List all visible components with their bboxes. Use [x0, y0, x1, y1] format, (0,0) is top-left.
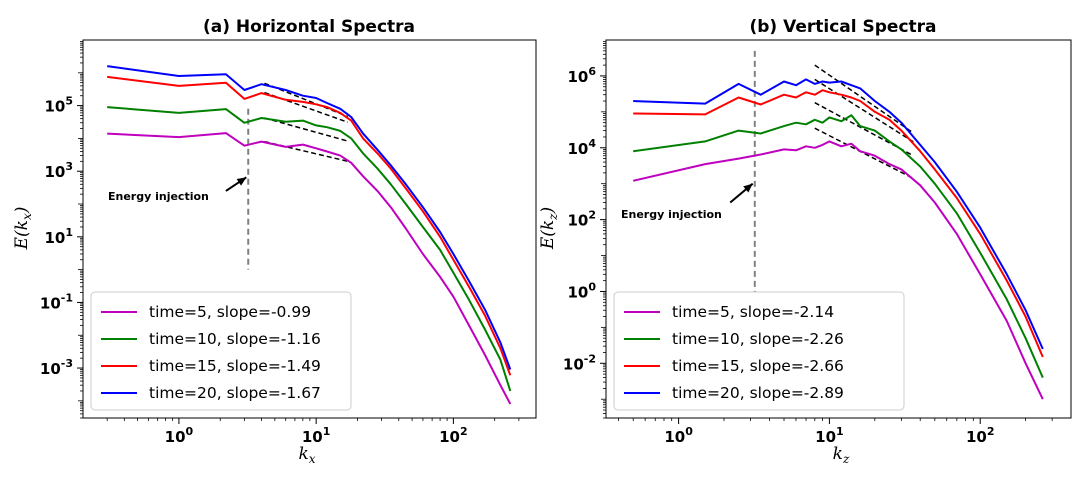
legend-entry: time=15, slope=-1.49	[149, 357, 321, 375]
legend-box	[613, 291, 905, 411]
series-line-4	[107, 65, 512, 370]
y-axis-label: E(kx)	[12, 207, 34, 251]
x-tick-label: 101	[302, 425, 331, 446]
slope-fit-line-2	[814, 102, 914, 157]
legend-entry: time=10, slope=-1.16	[149, 330, 321, 348]
panel-vertical-spectra: (b) Vertical Spectra 100 101 102 10-210010…	[538, 17, 1072, 466]
x-tick-label: 102	[439, 425, 468, 446]
slope-fit-line-3	[814, 78, 914, 143]
series-line-2	[107, 106, 512, 392]
slope-fit-lines	[814, 64, 914, 180]
slope-fit-line-4	[814, 64, 914, 134]
legend-entry: time=20, slope=-2.89	[672, 384, 844, 402]
annotation-text: Energy injection	[108, 190, 209, 203]
y-tick-label: 102	[567, 209, 596, 230]
series-line-1	[107, 132, 512, 405]
series-line-3	[633, 89, 1044, 358]
series-lines	[107, 65, 512, 405]
annotation-arrow-head	[236, 177, 247, 186]
annotation-text: Energy injection	[621, 208, 722, 221]
series-line-3	[107, 75, 512, 376]
legend-entry: time=5, slope=-2.14	[672, 303, 834, 321]
legend: time=5, slope=-2.14 time=10, slope=-2.26 t…	[613, 291, 905, 411]
x-axis-ticks: 100 101 102	[618, 418, 1053, 446]
slope-fit-line-1	[814, 127, 914, 180]
y-tick-label: 103	[44, 160, 73, 181]
y-axis-ticks: 10-2 100 102 104 106	[563, 41, 606, 419]
x-axis-label-text: kx	[298, 444, 315, 466]
y-tick-label: 10-3	[40, 357, 73, 378]
y-tick-label: 100	[567, 280, 596, 301]
x-tick-label: 100	[165, 425, 194, 446]
legend-entry: time=20, slope=-1.67	[149, 384, 321, 402]
energy-injection-annotation: Energy injection	[621, 182, 754, 221]
plot-frame	[605, 39, 1072, 419]
energy-injection-annotation: Energy injection	[108, 176, 247, 203]
x-axis-label: kz	[833, 444, 850, 466]
legend-box	[90, 291, 352, 411]
x-tick-label: 101	[815, 425, 844, 446]
x-axis-ticks: 100 101 102	[106, 418, 520, 446]
slope-fit-line-2	[264, 117, 348, 142]
series-line-1	[632, 140, 1044, 400]
legend-entry: time=5, slope=-0.99	[149, 303, 311, 321]
y-axis-label-text: E(kx)	[12, 207, 34, 251]
series-line-2	[633, 114, 1044, 379]
y-axis-label-text: E(kz)	[538, 207, 560, 250]
legend: time=5, slope=-0.99 time=10, slope=-1.16 t…	[90, 291, 352, 411]
slope-fit-line-3	[264, 91, 349, 123]
x-tick-label: 102	[966, 425, 995, 446]
slope-fit-line-1	[264, 140, 348, 163]
series-line-4	[633, 78, 1044, 350]
series-lines	[632, 78, 1044, 400]
chart-title: (a) Horizontal Spectra	[203, 17, 415, 37]
x-axis-label-text: kz	[833, 444, 850, 466]
x-axis-label: kx	[298, 444, 315, 466]
legend-entry: time=10, slope=-2.26	[672, 330, 844, 348]
y-tick-label: 10-1	[40, 291, 73, 312]
legend-entry: time=15, slope=-2.66	[672, 357, 844, 375]
annotation-arrow-head	[743, 183, 753, 193]
y-tick-label: 106	[567, 65, 596, 86]
y-tick-label: 104	[567, 137, 596, 158]
chart-title: (b) Vertical Spectra	[749, 17, 936, 37]
y-axis-ticks: 10-3 10-1 101 103 105	[40, 41, 83, 419]
y-tick-label: 105	[44, 95, 73, 116]
y-axis-label: E(kz)	[538, 207, 560, 250]
panel-horizontal-spectra: (a) Horizontal Spectra 100 101 102 10-310-…	[12, 17, 537, 466]
x-tick-label: 100	[664, 425, 693, 446]
y-tick-label: 10-2	[563, 352, 596, 373]
y-tick-label: 101	[44, 226, 73, 247]
